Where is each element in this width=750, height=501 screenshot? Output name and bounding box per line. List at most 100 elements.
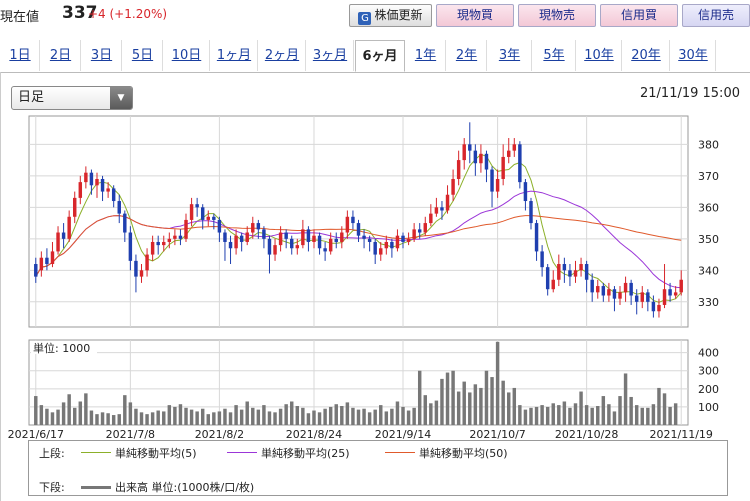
price-tick-label: 350: [698, 233, 719, 246]
volume-bar: [618, 396, 622, 425]
candle: [117, 194, 121, 224]
volume-unit-label: 単位: 1000: [33, 341, 90, 355]
date-tick-label: 2021/10/28: [555, 428, 618, 441]
volume-bar: [328, 406, 333, 425]
candle: [662, 264, 667, 309]
refresh-icon: G: [358, 12, 372, 25]
volume-bar: [379, 405, 383, 425]
volume-bar: [590, 407, 594, 425]
candle: [640, 286, 644, 309]
candle: [395, 229, 400, 252]
candle: [123, 210, 127, 242]
candle: [234, 229, 238, 255]
candle: [562, 257, 567, 283]
tab-period-15[interactable]: 30年: [671, 40, 716, 71]
candle: [228, 235, 233, 265]
chart-type-value: 日足: [18, 90, 45, 105]
candle: [545, 264, 550, 296]
volume-bar: [312, 410, 316, 425]
candle: [490, 166, 494, 208]
cash-sell-button[interactable]: 現物売: [518, 4, 596, 27]
candle: [356, 219, 361, 242]
tab-period-5[interactable]: 1ヶ月: [211, 40, 258, 71]
price-tick-label: 370: [698, 170, 719, 183]
volume-bar: [212, 412, 216, 425]
date-tick-label: 2021/8/24: [286, 428, 342, 441]
tab-period-2[interactable]: 3日: [82, 40, 122, 71]
volume-bar: [406, 410, 411, 425]
volume-bar: [95, 414, 99, 425]
candle: [173, 229, 177, 246]
volume-bar: [200, 408, 205, 425]
candle: [312, 229, 316, 249]
tab-period-10[interactable]: 2年: [447, 40, 487, 71]
tab-period-0[interactable]: 1日: [1, 40, 40, 71]
volume-bar: [184, 407, 188, 425]
candle: [646, 289, 650, 312]
candle: [223, 229, 227, 261]
tab-period-4[interactable]: 10日: [164, 40, 210, 71]
candle: [367, 235, 372, 252]
candle: [262, 226, 266, 249]
candle: [267, 235, 272, 274]
candle: [473, 144, 478, 176]
candle: [301, 219, 305, 249]
tab-period-8[interactable]: 6ヶ月: [355, 40, 405, 72]
volume-bar: [634, 405, 639, 425]
volume-bar: [573, 403, 578, 425]
tab-period-11[interactable]: 3年: [488, 40, 532, 71]
volume-bar: [429, 403, 433, 425]
current-price-label: 現在値: [0, 10, 40, 25]
candle: [189, 197, 194, 227]
volume-bar: [117, 414, 121, 425]
volume-bar: [501, 380, 505, 425]
candle: [512, 138, 517, 157]
cash-buy-button[interactable]: 現物買: [436, 4, 514, 27]
tab-period-13[interactable]: 10年: [577, 40, 622, 71]
refresh-price-button[interactable]: G 株価更新: [349, 4, 432, 27]
volume-bar: [646, 407, 650, 425]
volume-bar: [623, 373, 628, 425]
margin-sell-button[interactable]: 信用売: [682, 4, 750, 27]
tab-period-3[interactable]: 5日: [123, 40, 163, 71]
tab-period-12[interactable]: 5年: [533, 40, 576, 71]
volume-bar: [640, 407, 644, 425]
volume-bar: [523, 409, 528, 425]
legend-volume: 出来高 単位:(1000株/口/枚): [115, 481, 255, 494]
chart-type-select[interactable]: 日足 ▼: [11, 86, 133, 110]
candle: [206, 210, 210, 227]
tab-period-7[interactable]: 3ヶ月: [307, 40, 354, 71]
volume-bar: [612, 411, 617, 425]
candle: [518, 141, 522, 189]
tab-period-1[interactable]: 2日: [41, 40, 81, 71]
volume-unit-bg: [31, 341, 97, 354]
volume-bar: [256, 409, 261, 425]
tab-period-14[interactable]: 20年: [623, 40, 670, 71]
candle: [445, 185, 450, 214]
candle: [128, 226, 133, 271]
volume-bar: [278, 408, 283, 425]
chart-legend: 上段: 単純移動平均(5) 単純移動平均(25) 単純移動平均(50) 下段: …: [28, 440, 728, 496]
date-tick-label: 2021/7/8: [106, 428, 155, 441]
volume-bar: [507, 392, 511, 425]
candle: [106, 182, 110, 198]
candle: [529, 197, 533, 230]
candle: [273, 238, 277, 261]
volume-bar: [601, 396, 606, 425]
volume-bar: [434, 400, 439, 425]
volume-bar: [367, 412, 372, 425]
tab-period-6[interactable]: 2ヶ月: [259, 40, 306, 71]
volume-bar: [217, 411, 222, 425]
tab-period-9[interactable]: 1年: [406, 40, 446, 71]
margin-buy-button[interactable]: 信用買: [600, 4, 678, 27]
candle: [295, 238, 300, 255]
candle: [668, 282, 672, 302]
candle: [184, 213, 188, 242]
candle: [629, 279, 633, 305]
volume-tick-label: 200: [698, 383, 719, 396]
candle: [239, 232, 244, 252]
volume-bar: [529, 407, 533, 425]
volume-bar: [173, 406, 177, 425]
candle: [78, 175, 83, 205]
candle: [612, 286, 617, 312]
